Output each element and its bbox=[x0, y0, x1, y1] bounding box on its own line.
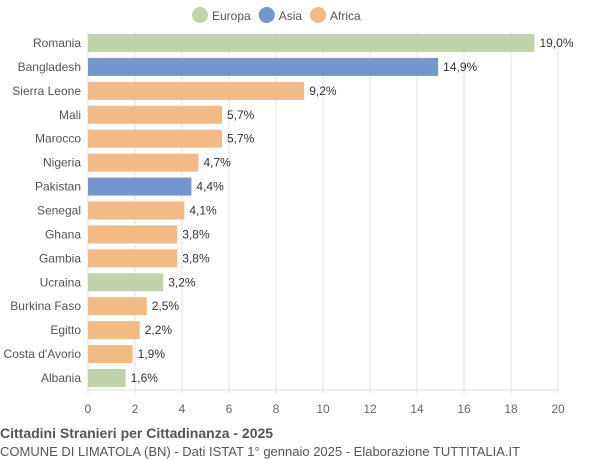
category-label: Egitto bbox=[50, 323, 81, 337]
bar bbox=[88, 81, 305, 100]
category-label: Bangladesh bbox=[18, 60, 81, 74]
bar bbox=[88, 249, 178, 268]
category-label: Gambia bbox=[39, 251, 81, 265]
category-label: Romania bbox=[33, 36, 81, 50]
category-label: Marocco bbox=[35, 132, 81, 146]
x-tick-label: 14 bbox=[410, 402, 424, 416]
bar bbox=[88, 129, 222, 148]
category-label: Burkina Faso bbox=[10, 299, 81, 313]
bar bbox=[88, 177, 192, 196]
x-tick-label: 4 bbox=[179, 402, 186, 416]
data-label: 5,7% bbox=[227, 132, 255, 146]
legend-label: Europa bbox=[212, 9, 251, 23]
data-label: 4,4% bbox=[196, 180, 224, 194]
category-label: Costa d'Avorio bbox=[4, 347, 82, 361]
bar bbox=[88, 225, 178, 244]
data-label: 3,2% bbox=[168, 275, 196, 289]
legend-marker bbox=[258, 7, 275, 23]
data-label: 1,9% bbox=[138, 347, 166, 361]
data-label: 3,8% bbox=[182, 251, 210, 265]
data-label: 5,7% bbox=[227, 108, 255, 122]
legend-label: Africa bbox=[330, 9, 361, 23]
category-label: Ghana bbox=[45, 227, 81, 241]
bar bbox=[88, 321, 140, 340]
bar-chart: 0 2 4 6 8 10 12 14 16 18 20 Romania 19,0% Bangladesh 1… bbox=[4, 7, 574, 416]
category-label: Senegal bbox=[37, 204, 81, 218]
x-tick-label: 18 bbox=[504, 402, 518, 416]
x-tick-label: 6 bbox=[226, 402, 233, 416]
chart-subtitle: COMUNE DI LIMATOLA (BN) - Dati ISTAT 1° … bbox=[0, 444, 521, 459]
legend-label: Asia bbox=[279, 9, 303, 23]
category-label: Ucraina bbox=[40, 275, 82, 289]
x-tick-label: 0 bbox=[85, 402, 92, 416]
data-label: 2,2% bbox=[145, 323, 173, 337]
legend-marker bbox=[192, 7, 208, 23]
category-label: Nigeria bbox=[43, 156, 81, 170]
x-tick-label: 10 bbox=[316, 402, 330, 416]
bar bbox=[88, 273, 164, 292]
data-label: 3,8% bbox=[182, 227, 210, 241]
legend-marker bbox=[310, 7, 327, 23]
data-label: 19,0% bbox=[540, 36, 574, 50]
category-label: Pakistan bbox=[35, 180, 81, 194]
category-label: Mali bbox=[59, 108, 81, 122]
data-label: 1,6% bbox=[131, 371, 159, 385]
bar bbox=[88, 345, 133, 364]
bar bbox=[88, 297, 147, 316]
x-tick-label: 20 bbox=[551, 402, 565, 416]
x-tick-label: 2 bbox=[132, 402, 139, 416]
data-label: 2,5% bbox=[152, 299, 180, 313]
x-tick-label: 12 bbox=[363, 402, 377, 416]
chart-title: Cittadini Stranieri per Cittadinanza - 2… bbox=[0, 425, 274, 441]
bar bbox=[88, 34, 535, 52]
data-label: 4,1% bbox=[189, 204, 217, 218]
category-label: Sierra Leone bbox=[12, 84, 81, 98]
bar bbox=[88, 369, 126, 388]
bar bbox=[88, 201, 185, 220]
bar bbox=[88, 105, 222, 124]
bar bbox=[88, 153, 199, 172]
data-label: 14,9% bbox=[443, 60, 477, 74]
x-tick-label: 16 bbox=[457, 402, 471, 416]
x-tick-label: 8 bbox=[273, 402, 280, 416]
category-label: Albania bbox=[41, 371, 81, 385]
bar bbox=[88, 57, 439, 76]
data-label: 4,7% bbox=[203, 156, 231, 170]
data-label: 9,2% bbox=[309, 84, 337, 98]
